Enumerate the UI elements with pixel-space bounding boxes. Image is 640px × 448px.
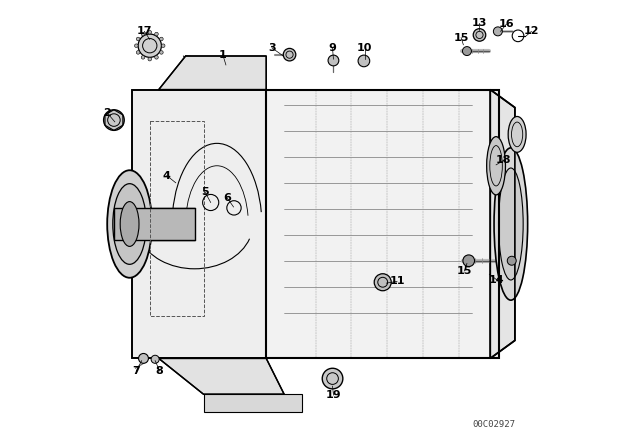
Circle shape bbox=[374, 274, 391, 291]
Circle shape bbox=[463, 47, 472, 56]
Circle shape bbox=[284, 48, 296, 61]
Polygon shape bbox=[266, 90, 499, 358]
Circle shape bbox=[155, 56, 158, 59]
Circle shape bbox=[104, 110, 124, 130]
Circle shape bbox=[141, 56, 145, 59]
Ellipse shape bbox=[486, 137, 506, 195]
Circle shape bbox=[328, 55, 339, 66]
Ellipse shape bbox=[108, 170, 152, 278]
Circle shape bbox=[493, 27, 502, 36]
Circle shape bbox=[159, 51, 163, 54]
Circle shape bbox=[148, 57, 152, 61]
Circle shape bbox=[508, 256, 516, 265]
Text: 4: 4 bbox=[163, 171, 171, 181]
Polygon shape bbox=[132, 90, 266, 358]
Polygon shape bbox=[159, 56, 266, 90]
Ellipse shape bbox=[113, 184, 147, 264]
Text: 2: 2 bbox=[103, 108, 111, 118]
Circle shape bbox=[141, 32, 145, 36]
Circle shape bbox=[151, 355, 159, 363]
Polygon shape bbox=[490, 90, 515, 358]
Text: 18: 18 bbox=[496, 155, 511, 165]
Text: 7: 7 bbox=[132, 366, 140, 376]
Circle shape bbox=[161, 44, 165, 47]
Circle shape bbox=[155, 32, 158, 36]
Ellipse shape bbox=[499, 168, 523, 280]
Text: 8: 8 bbox=[156, 366, 163, 376]
Text: 9: 9 bbox=[328, 43, 337, 53]
Ellipse shape bbox=[508, 116, 526, 152]
Text: 6: 6 bbox=[223, 193, 231, 203]
Circle shape bbox=[159, 37, 163, 41]
Text: 3: 3 bbox=[268, 43, 276, 53]
Circle shape bbox=[136, 37, 140, 41]
Text: 16: 16 bbox=[499, 19, 514, 29]
Text: 10: 10 bbox=[357, 43, 372, 53]
Text: 11: 11 bbox=[389, 276, 405, 286]
Polygon shape bbox=[159, 358, 284, 394]
Text: 15: 15 bbox=[453, 33, 469, 43]
Text: 14: 14 bbox=[489, 275, 505, 285]
Polygon shape bbox=[204, 394, 302, 412]
Ellipse shape bbox=[494, 148, 527, 300]
Text: 00C02927: 00C02927 bbox=[472, 420, 515, 429]
Circle shape bbox=[134, 44, 138, 47]
Circle shape bbox=[473, 29, 486, 41]
Ellipse shape bbox=[120, 202, 139, 246]
Text: 19: 19 bbox=[326, 390, 341, 400]
Polygon shape bbox=[114, 208, 195, 240]
Circle shape bbox=[139, 353, 148, 363]
Text: 13: 13 bbox=[471, 18, 487, 28]
Text: 12: 12 bbox=[524, 26, 540, 36]
Text: 5: 5 bbox=[201, 187, 209, 197]
Text: 17: 17 bbox=[136, 26, 152, 36]
Text: 1: 1 bbox=[219, 50, 227, 60]
Circle shape bbox=[148, 30, 152, 34]
Text: 15: 15 bbox=[456, 266, 472, 276]
Circle shape bbox=[323, 368, 343, 389]
Circle shape bbox=[138, 34, 161, 57]
Circle shape bbox=[358, 55, 370, 67]
Circle shape bbox=[463, 255, 475, 267]
Circle shape bbox=[136, 51, 140, 54]
